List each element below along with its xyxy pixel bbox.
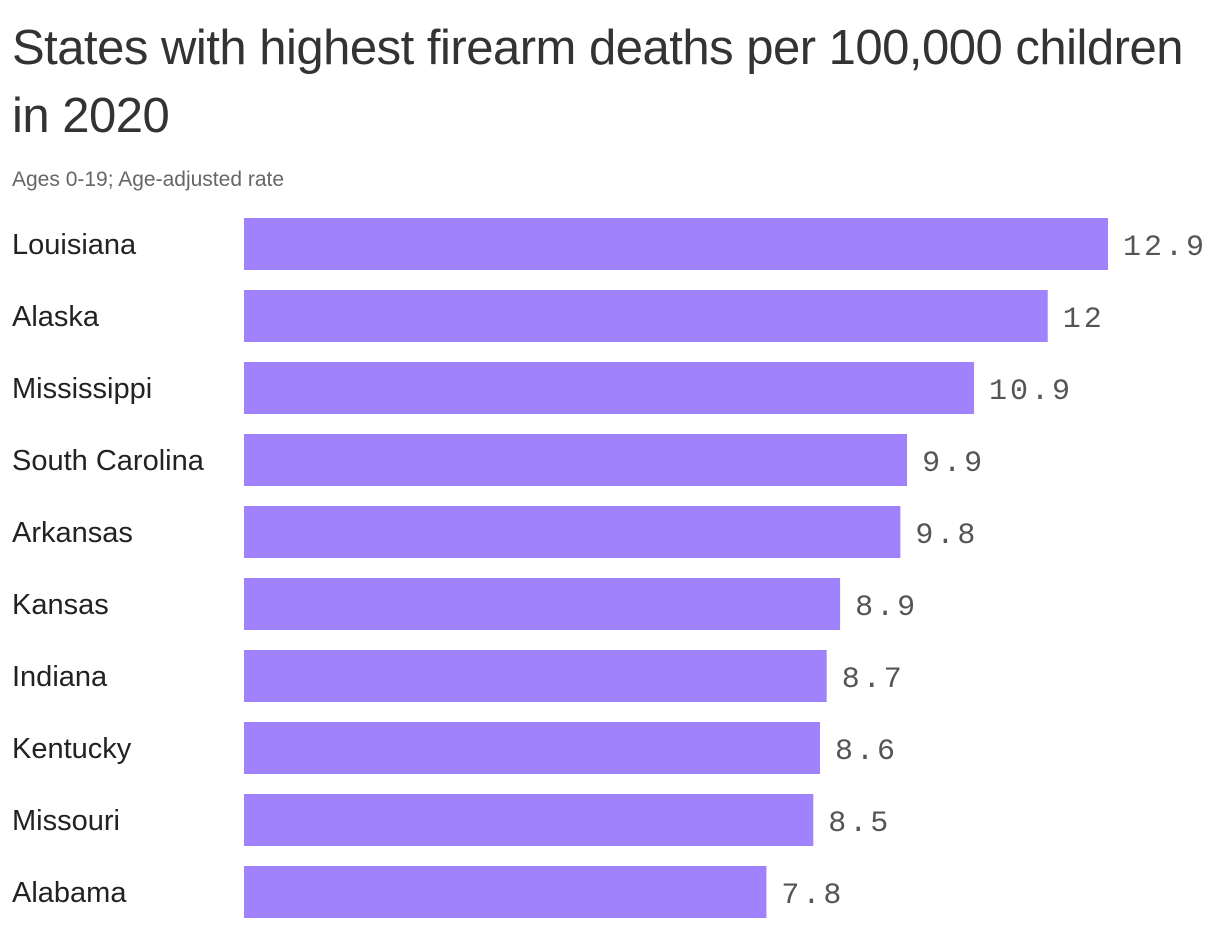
- category-label: Alabama: [12, 877, 127, 909]
- bar: [244, 290, 1048, 342]
- category-label: South Carolina: [12, 445, 205, 477]
- chart-title: States with highest firearm deaths per 1…: [12, 21, 1183, 143]
- category-label: Alaska: [12, 301, 100, 333]
- value-label: 9.8: [915, 519, 978, 553]
- value-label: 8.7: [842, 663, 905, 697]
- category-label: Kansas: [12, 589, 109, 621]
- value-label: 10.9: [989, 375, 1073, 409]
- category-label: Indiana: [12, 661, 108, 693]
- bar: [244, 434, 908, 486]
- value-label: 8.9: [855, 591, 918, 625]
- bar: [244, 578, 841, 630]
- category-label: Missouri: [12, 805, 120, 837]
- bar: [244, 722, 820, 774]
- value-label: 12.9: [1123, 231, 1207, 265]
- value-label: 7.8: [781, 879, 844, 913]
- bar: [244, 650, 827, 702]
- value-label: 9.9: [922, 447, 985, 481]
- bar: [244, 794, 814, 846]
- bar: [244, 506, 901, 558]
- bar: [244, 866, 767, 918]
- chart-subtitle: Ages 0-19; Age-adjusted rate: [12, 168, 285, 191]
- category-label: Kentucky: [12, 733, 132, 765]
- value-label: 12: [1063, 303, 1105, 337]
- category-label: Arkansas: [12, 517, 133, 549]
- category-label: Mississippi: [12, 373, 152, 405]
- category-label: Louisiana: [12, 229, 137, 261]
- bar: [244, 218, 1108, 270]
- value-label: 8.6: [835, 735, 898, 769]
- value-label: 8.5: [828, 807, 891, 841]
- bar: [244, 362, 975, 414]
